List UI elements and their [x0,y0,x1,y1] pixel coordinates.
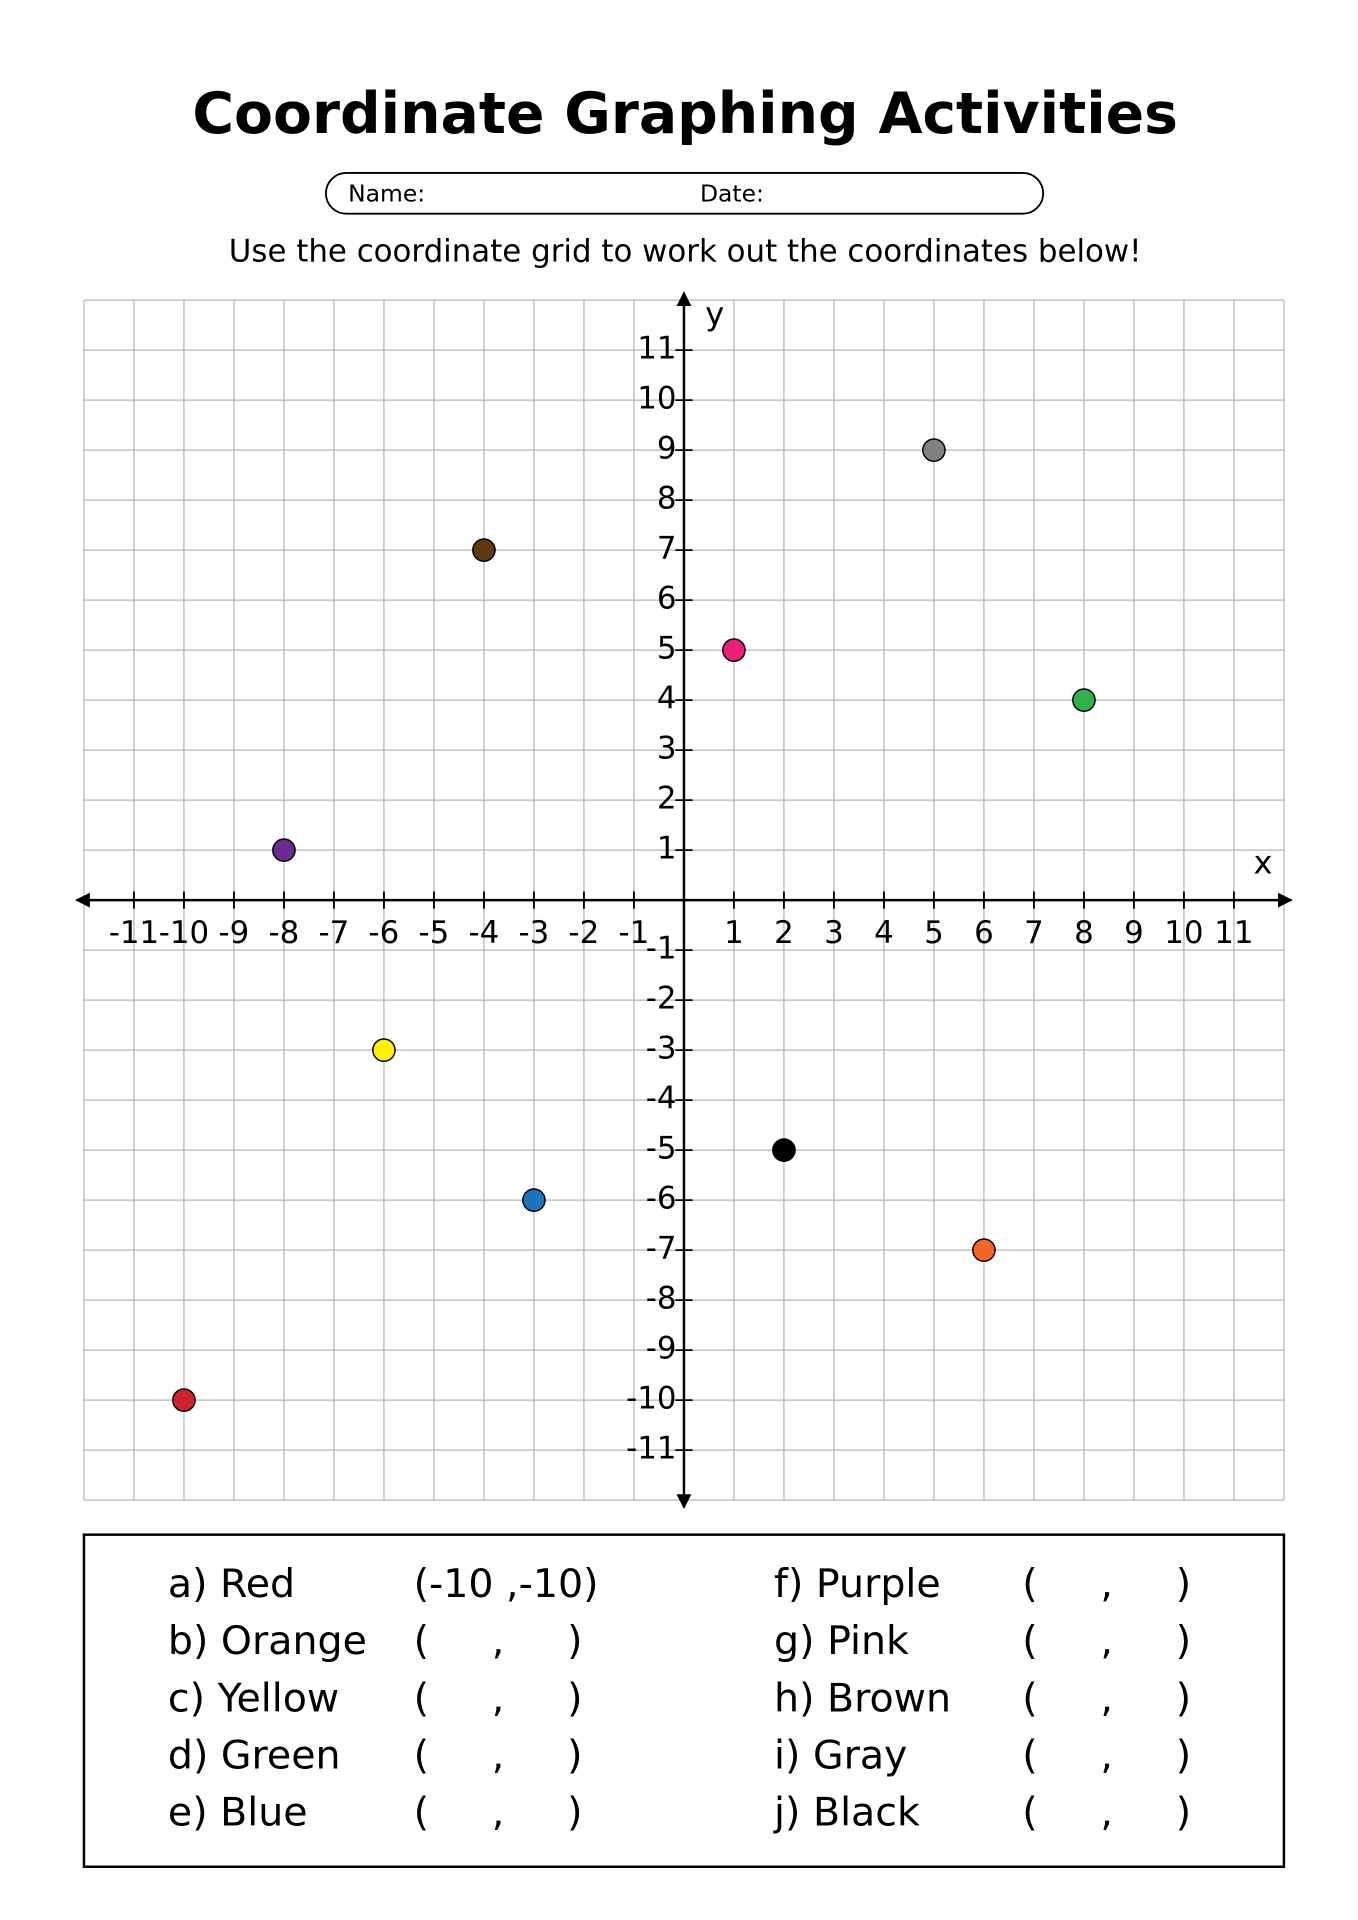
x-axis-label: x [1253,843,1272,881]
answer-value: ( , ) [1022,1790,1191,1836]
answer-label: j) Black [773,1790,920,1836]
x-tick-label: 7 [1024,915,1044,951]
coordinate-grid: -11 -10 -9 -8 -7 -6 -5 -4 -3 -2 -1 1 2 3 4 5 6 7 8 9 10 11-11… [75,291,1293,1510]
x-tick-label: -9 [219,915,250,951]
y-tick-label: -8 [646,1281,677,1317]
answer-label: i) Gray [774,1733,907,1779]
point [272,838,296,862]
y-tick-label: 6 [657,581,677,617]
date-label: Date: [700,180,764,208]
point [372,1038,396,1062]
answer-value: ( , ) [1022,1733,1191,1779]
point [922,438,946,462]
answer-value: ( , ) [414,1675,583,1721]
y-tick-label: 9 [657,431,677,467]
answer-list: a) Red (-10 ,-10) b) Orange ( , ) c) Yellow (… [168,1561,1191,1836]
x-tick-label: -11 [109,915,159,951]
x-tick-label: -4 [469,915,500,951]
answer-label: e) Blue [168,1790,308,1836]
y-tick-label: -3 [646,1031,677,1067]
answer-label: c) Yellow [168,1675,339,1721]
point [472,538,496,562]
y-tick-label: -5 [646,1131,677,1167]
x-tick-label: 11 [1214,915,1253,951]
x-tick-label: -10 [159,915,209,951]
answer-label: h) Brown [774,1675,951,1721]
y-tick-label: 4 [657,681,677,717]
x-tick-label: -3 [519,915,550,951]
point [772,1138,796,1162]
answer-label: f) Purple [774,1561,941,1607]
x-tick-label: 5 [924,915,944,951]
answer-value: (-10 ,-10) [414,1561,599,1607]
x-tick-label: -7 [319,915,350,951]
point [522,1188,546,1212]
y-tick-label: 10 [637,381,676,417]
x-tick-label: 10 [1164,915,1203,951]
y-tick-label: 11 [637,331,676,367]
answer-value: ( , ) [414,1733,583,1779]
name-label: Name: [348,180,425,208]
x-tick-label: 1 [724,915,744,951]
instruction: Use the coordinate grid to work out the … [229,234,1142,270]
y-axis-label: y [705,295,724,333]
answer-value: ( , ) [414,1790,583,1836]
x-tick-label: -1 [619,915,650,951]
x-tick-label: 6 [974,915,994,951]
x-tick-label: -8 [269,915,300,951]
y-tick-label: -2 [646,981,677,1017]
x-tick-label: -5 [419,915,450,951]
x-tick-label: 4 [874,915,894,951]
point [972,1238,996,1262]
answer-value: ( , ) [414,1618,583,1664]
answer-value: ( , ) [1022,1618,1191,1664]
y-tick-label: -10 [626,1381,676,1417]
answer-label: d) Green [168,1733,341,1779]
answer-value: ( , ) [1022,1561,1191,1607]
y-tick-label: 7 [657,531,677,567]
x-tick-label: 3 [824,915,844,951]
y-tick-label: 8 [657,481,677,517]
x-tick-label: 8 [1074,915,1094,951]
y-tick-label: 2 [657,781,677,817]
y-tick-label: -9 [646,1331,677,1367]
x-tick-label: 9 [1124,915,1144,951]
y-tick-label: -4 [646,1081,677,1117]
point [172,1388,196,1412]
point [722,638,746,662]
y-tick-label: 5 [657,631,677,667]
y-tick-label: -7 [646,1231,677,1267]
y-tick-label: 1 [657,831,677,867]
title: Coordinate Graphing Activities [192,81,1178,147]
y-tick-label: -6 [646,1181,677,1217]
x-tick-label: -2 [569,915,600,951]
answer-label: a) Red [168,1561,295,1607]
y-tick-label: -1 [646,931,677,967]
point [1072,688,1096,712]
answer-label: g) Pink [774,1618,909,1664]
x-tick-label: 2 [774,915,794,951]
y-tick-label: 3 [657,731,677,767]
y-tick-label: -11 [626,1431,676,1467]
answer-box [82,1533,1286,1869]
answer-value: ( , ) [1022,1675,1191,1721]
answer-label: b) Orange [168,1618,367,1664]
name-box [324,172,1045,215]
x-tick-label: -6 [369,915,400,951]
